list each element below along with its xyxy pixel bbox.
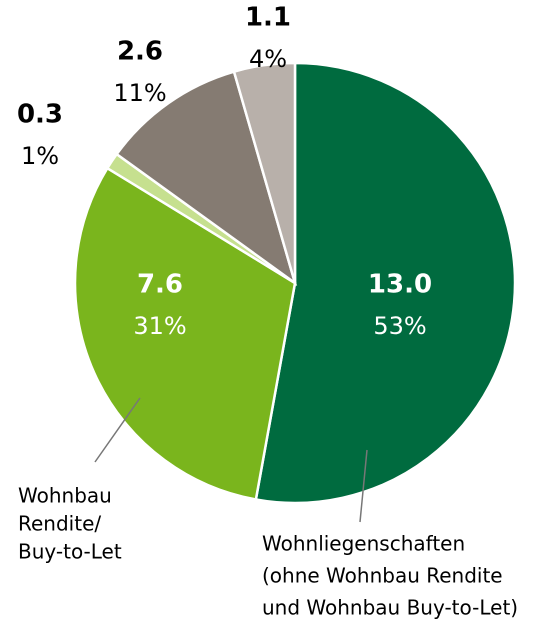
percent-label: 53% bbox=[373, 312, 426, 340]
slice bbox=[254, 61, 517, 505]
category-label: Wohnliegenschaften bbox=[262, 532, 465, 556]
value-label: 1.1 bbox=[245, 3, 291, 33]
leader-line bbox=[359, 449, 368, 523]
value-label: 13.0 bbox=[368, 270, 432, 300]
value-label: 2.6 bbox=[117, 37, 163, 67]
value-label: 7.6 bbox=[137, 270, 183, 300]
slices bbox=[73, 61, 517, 505]
value-label: 0.3 bbox=[17, 100, 63, 130]
percent-label: 4% bbox=[249, 45, 287, 73]
percent-label: 11% bbox=[113, 79, 166, 107]
category-label: Wohnbau bbox=[18, 484, 112, 508]
slice bbox=[232, 61, 297, 284]
category-label: Rendite/ bbox=[18, 512, 101, 536]
percent-label: 31% bbox=[133, 312, 186, 340]
percent-label: 1% bbox=[21, 142, 59, 170]
category-label: Buy-to-Let bbox=[18, 540, 122, 564]
slice bbox=[73, 166, 297, 501]
category-label: (ohne Wohnbau Rendite bbox=[262, 564, 503, 588]
category-label: und Wohnbau Buy-to-Let) bbox=[262, 596, 518, 620]
slice bbox=[114, 70, 298, 287]
leader-line bbox=[94, 397, 141, 463]
